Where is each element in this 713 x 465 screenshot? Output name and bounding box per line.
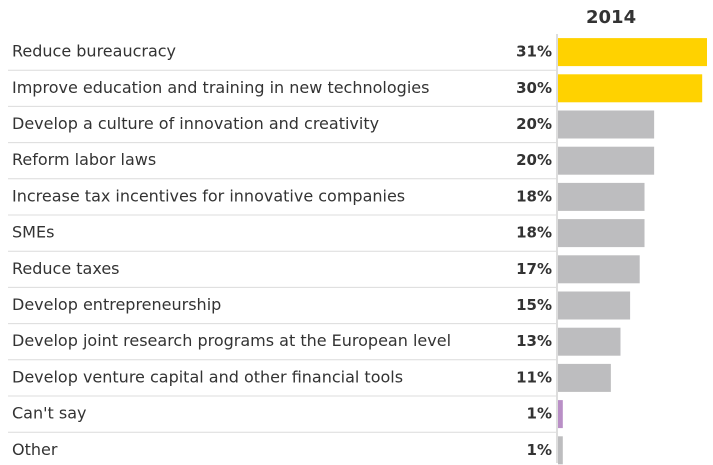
value-label: 11% bbox=[516, 368, 552, 386]
bar bbox=[558, 255, 640, 284]
row-label: Can't say bbox=[12, 404, 86, 423]
bar bbox=[558, 219, 645, 248]
row-label: Improve education and training in new te… bbox=[12, 78, 429, 97]
row-label: Reduce bureaucracy bbox=[12, 42, 176, 61]
bar bbox=[558, 182, 645, 211]
row-label: Develop venture capital and other financ… bbox=[12, 367, 403, 386]
bar bbox=[558, 291, 631, 320]
value-label: 20% bbox=[516, 151, 552, 169]
value-label: 15% bbox=[516, 296, 552, 314]
row-label: Reduce taxes bbox=[12, 259, 120, 278]
value-label: 17% bbox=[516, 260, 552, 278]
bar bbox=[558, 327, 621, 356]
bar bbox=[558, 74, 703, 103]
row-label: Other bbox=[12, 440, 58, 459]
bar bbox=[558, 110, 655, 139]
row-label: SMEs bbox=[12, 223, 54, 242]
value-label: 1% bbox=[527, 405, 552, 423]
row-label: Increase tax incentives for innovative c… bbox=[12, 186, 405, 205]
value-label: 20% bbox=[516, 115, 552, 133]
value-label: 30% bbox=[516, 79, 552, 97]
bar bbox=[558, 363, 611, 392]
bar bbox=[558, 436, 563, 465]
row-label: Develop a culture of innovation and crea… bbox=[12, 114, 379, 133]
row-label: Develop joint research programs at the E… bbox=[12, 331, 451, 350]
value-label: 18% bbox=[516, 224, 552, 242]
row-label: Develop entrepreneurship bbox=[12, 295, 221, 314]
bar bbox=[558, 38, 707, 67]
value-label: 13% bbox=[516, 332, 552, 350]
bar bbox=[558, 146, 655, 175]
value-label: 18% bbox=[516, 187, 552, 205]
column-header: 2014 bbox=[586, 7, 636, 28]
value-label: 31% bbox=[516, 43, 552, 61]
bar bbox=[558, 400, 563, 429]
row-label: Reform labor laws bbox=[12, 150, 156, 169]
value-label: 1% bbox=[527, 441, 552, 459]
